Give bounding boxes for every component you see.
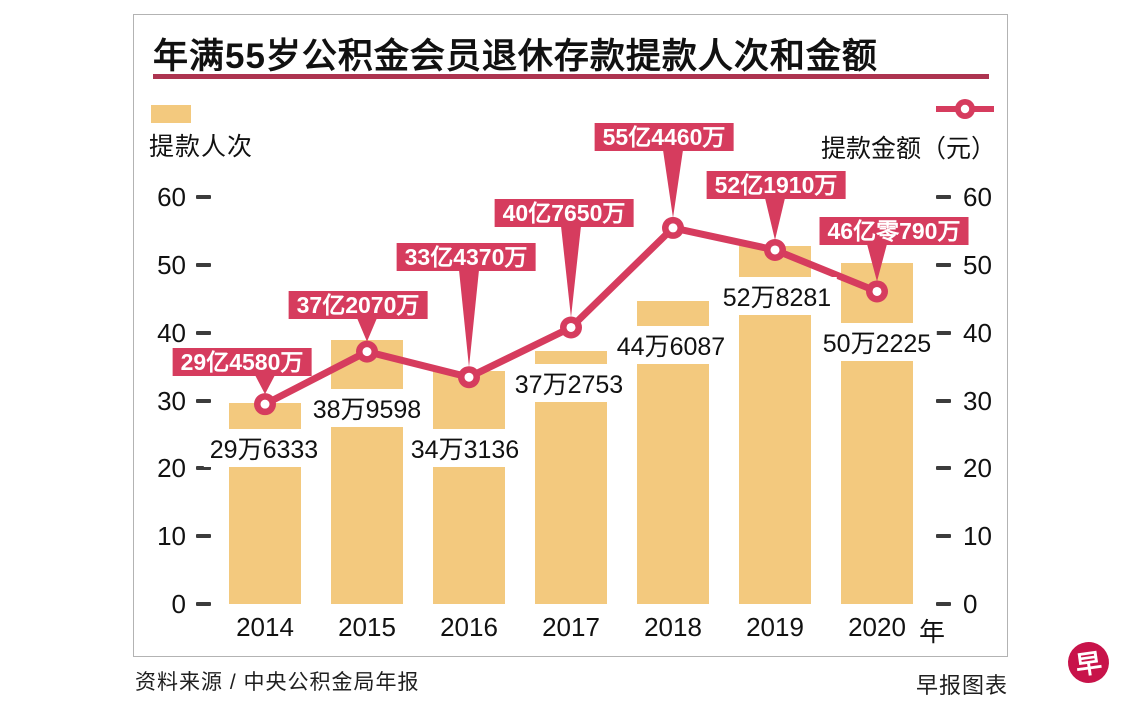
callout-pointer — [765, 198, 785, 240]
y-axis-tick-right — [936, 466, 951, 471]
line-marker-center — [872, 286, 882, 296]
callout-pointer — [663, 150, 683, 218]
y-axis-label-left: 10 — [157, 521, 186, 552]
bar-2020 — [841, 263, 913, 604]
callout-2014: 29亿4580万 — [172, 348, 312, 376]
y-axis-label-left: 30 — [157, 385, 186, 416]
bar-legend-label: 提款人次 — [149, 133, 254, 161]
bar-2015 — [331, 339, 403, 604]
y-axis-label-right: 60 — [963, 182, 992, 213]
callout-2018: 55亿4460万 — [594, 123, 734, 151]
y-axis-tick-right — [936, 195, 951, 200]
x-axis-label: 2015 — [338, 612, 396, 642]
credit-note: 早报图表 — [915, 673, 1008, 698]
x-axis-label: 2019 — [746, 612, 804, 642]
x-axis-label: 2016 — [440, 612, 498, 642]
bar-value-label: 44万6087 — [610, 326, 732, 364]
line-marker-center — [770, 245, 780, 255]
x-axis-unit-label: 年 — [918, 617, 946, 647]
y-axis-label-left: 20 — [157, 453, 186, 484]
line-marker-center — [668, 223, 678, 233]
y-axis-label-left: 60 — [157, 182, 186, 213]
y-axis-label-left: 50 — [157, 249, 186, 280]
bar-value-label: 50万2225 — [816, 323, 938, 361]
y-axis-label-left: 0 — [171, 589, 186, 619]
callout-pointer — [459, 270, 479, 368]
x-axis-label: 2014 — [236, 612, 294, 642]
y-axis-label-right: 20 — [963, 453, 992, 484]
y-axis-label-right: 0 — [963, 589, 978, 619]
callout-2017: 40亿7650万 — [494, 199, 634, 227]
line-marker-center — [566, 322, 576, 332]
callout-pointer — [255, 375, 275, 395]
bar-value-label: 29万6333 — [203, 429, 325, 467]
bar-2016 — [433, 371, 505, 604]
y-axis-tick-right — [936, 398, 951, 403]
y-axis-label-left: 40 — [157, 317, 186, 348]
callout-pointer — [561, 226, 581, 318]
line-legend-marker-icon — [936, 99, 994, 119]
source-note: 资料来源 / 中央公积金局年报 — [135, 671, 420, 694]
x-axis-label: 2020 — [848, 612, 906, 642]
line-marker-center — [362, 347, 372, 357]
bar-value-label: 52万8281 — [716, 277, 838, 315]
bar-value-label: 34万3136 — [404, 429, 526, 467]
bar-value-label: 38万9598 — [306, 389, 428, 427]
title-underline — [153, 74, 989, 79]
callout-pointer — [357, 318, 377, 342]
y-axis-tick-right — [936, 602, 951, 606]
line-legend-label: 提款金额（元） — [820, 135, 996, 163]
y-axis-label-right: 50 — [963, 249, 992, 280]
y-axis-tick-right — [936, 262, 951, 267]
bar-value-label: 37万2753 — [508, 364, 630, 402]
y-axis-tick-left — [196, 534, 211, 539]
callout-2019: 52亿1910万 — [706, 171, 846, 199]
y-axis-tick-left — [196, 262, 211, 267]
zaobao-logo-icon: 早 — [1065, 639, 1112, 686]
y-axis-tick-left — [196, 398, 211, 403]
y-axis-label-right: 10 — [963, 521, 992, 552]
line-marker-center — [260, 399, 270, 409]
y-axis-label-right: 30 — [963, 385, 992, 416]
callout-pointer — [867, 244, 887, 282]
y-axis-label-right: 40 — [963, 317, 992, 348]
y-axis-tick-left — [196, 602, 211, 606]
chart-title: 年满55岁公积金会员退休存款提款人次和金额 — [153, 37, 878, 76]
y-axis-tick-right — [936, 534, 951, 539]
callout-2016: 33亿4370万 — [396, 243, 536, 271]
bar-legend-swatch — [151, 105, 191, 123]
y-axis-tick-left — [196, 330, 211, 335]
x-axis-label: 2017 — [542, 612, 600, 642]
line-marker-center — [464, 372, 474, 382]
callout-2020: 46亿零790万 — [819, 217, 969, 245]
y-axis-tick-left — [196, 195, 211, 200]
callout-2015: 37亿2070万 — [288, 291, 428, 319]
y-axis-tick-right — [936, 330, 951, 335]
chart-panel: 年满55岁公积金会员退休存款提款人次和金额 提款人次 提款金额（元） 0 0 10 1… — [133, 14, 1008, 657]
y-axis-tick-left — [196, 466, 211, 471]
x-axis-label: 2018 — [644, 612, 702, 642]
line-series-layer — [254, 150, 888, 416]
